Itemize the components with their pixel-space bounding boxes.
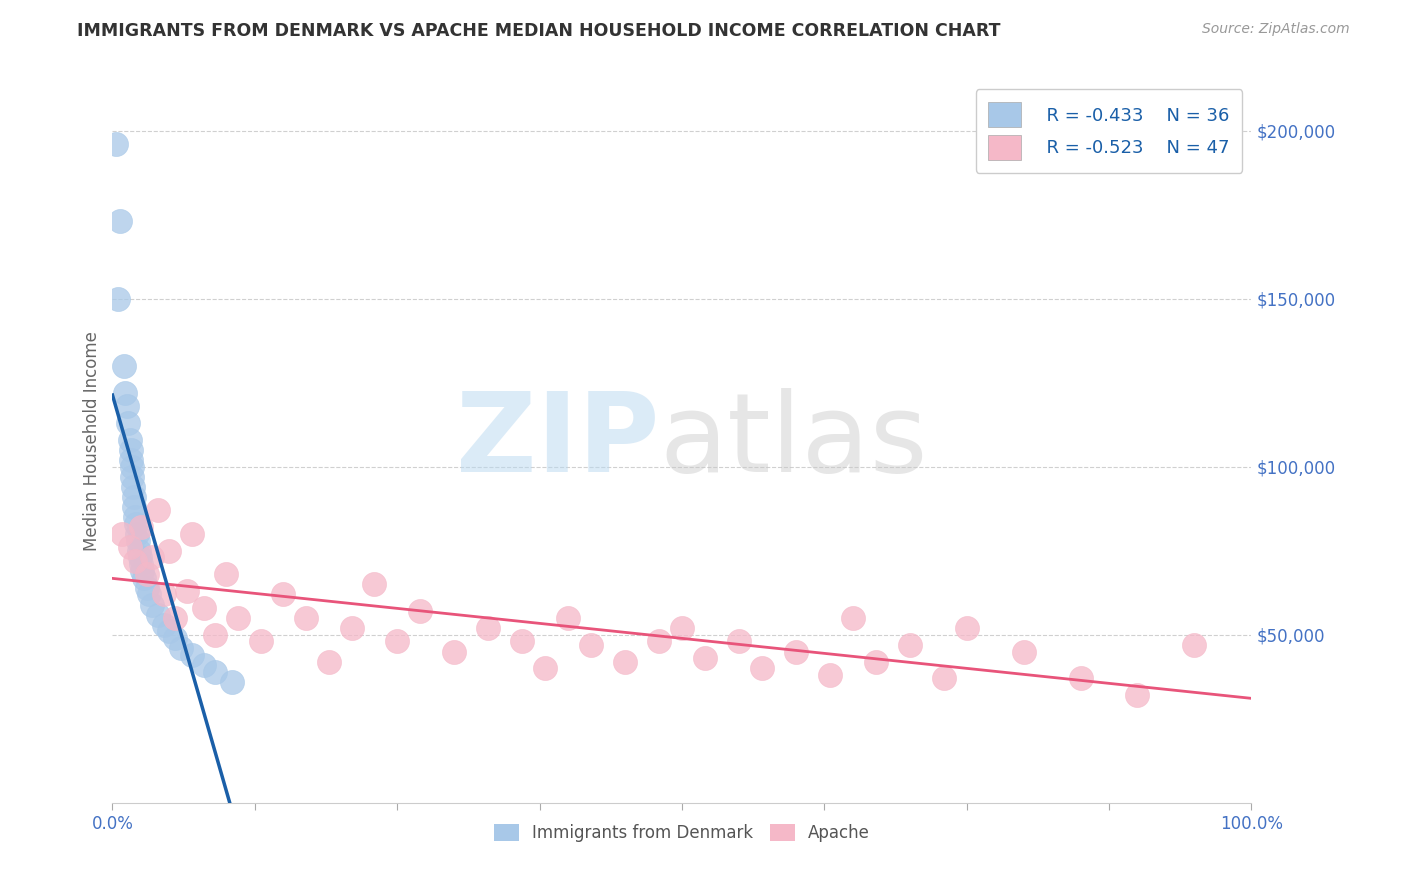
Point	[146, 503, 169, 517]
Point	[120, 453, 142, 467]
Point	[385, 634, 409, 648]
Point	[443, 644, 465, 658]
Point	[117, 416, 139, 430]
Point	[271, 587, 295, 601]
Text: atlas: atlas	[659, 388, 928, 495]
Point	[512, 634, 534, 648]
Point	[193, 658, 215, 673]
Point	[671, 621, 693, 635]
Point	[165, 611, 187, 625]
Point	[181, 648, 204, 662]
Point	[932, 672, 955, 686]
Point	[785, 644, 807, 658]
Point	[107, 292, 129, 306]
Text: Source: ZipAtlas.com: Source: ZipAtlas.com	[1202, 22, 1350, 37]
Point	[409, 604, 432, 618]
Point	[128, 550, 150, 565]
Point	[170, 641, 193, 656]
Point	[204, 628, 226, 642]
Point	[124, 510, 146, 524]
Point	[159, 543, 180, 558]
Point	[534, 661, 557, 675]
Point	[141, 598, 163, 612]
Point	[165, 631, 187, 645]
Point	[135, 567, 157, 582]
Point	[124, 554, 146, 568]
Point	[118, 433, 141, 447]
Point	[129, 520, 152, 534]
Point	[152, 587, 174, 601]
Point	[181, 527, 204, 541]
Point	[648, 634, 671, 648]
Point	[110, 214, 132, 228]
Point	[1012, 644, 1035, 658]
Point	[865, 655, 887, 669]
Point	[121, 459, 143, 474]
Point	[135, 581, 157, 595]
Point	[318, 655, 340, 669]
Point	[125, 527, 148, 541]
Point	[159, 624, 180, 639]
Point	[118, 541, 141, 555]
Point	[193, 600, 215, 615]
Text: ZIP: ZIP	[456, 388, 659, 495]
Point	[125, 516, 148, 531]
Point	[898, 638, 921, 652]
Point	[204, 665, 226, 679]
Point	[956, 621, 979, 635]
Point	[693, 651, 716, 665]
Point	[1184, 638, 1206, 652]
Point	[176, 584, 198, 599]
Point	[114, 385, 136, 400]
Point	[152, 617, 174, 632]
Point	[122, 480, 145, 494]
Point	[215, 567, 238, 582]
Point	[363, 577, 385, 591]
Point	[110, 527, 132, 541]
Point	[120, 442, 142, 457]
Point	[295, 611, 318, 625]
Point	[249, 634, 271, 648]
Point	[104, 137, 127, 152]
Point	[122, 490, 145, 504]
Point	[818, 668, 841, 682]
Point	[751, 661, 773, 675]
Point	[613, 655, 636, 669]
Point	[117, 399, 139, 413]
Point	[340, 621, 363, 635]
Point	[134, 571, 156, 585]
Point	[121, 470, 143, 484]
Point	[128, 543, 150, 558]
Point	[141, 550, 163, 565]
Text: IMMIGRANTS FROM DENMARK VS APACHE MEDIAN HOUSEHOLD INCOME CORRELATION CHART: IMMIGRANTS FROM DENMARK VS APACHE MEDIAN…	[77, 22, 1001, 40]
Point	[122, 500, 145, 514]
Point	[131, 564, 153, 578]
Point	[557, 611, 579, 625]
Point	[112, 359, 135, 373]
Point	[728, 634, 751, 648]
Point	[146, 607, 169, 622]
Point	[138, 587, 160, 601]
Point	[226, 611, 249, 625]
Point	[579, 638, 602, 652]
Point	[221, 674, 243, 689]
Point	[129, 558, 152, 572]
Y-axis label: Median Household Income: Median Household Income	[83, 332, 101, 551]
Point	[841, 611, 863, 625]
Point	[1126, 688, 1149, 702]
Point	[477, 621, 499, 635]
Legend: Immigrants from Denmark, Apache: Immigrants from Denmark, Apache	[486, 817, 877, 848]
Point	[1069, 672, 1091, 686]
Point	[127, 533, 149, 548]
